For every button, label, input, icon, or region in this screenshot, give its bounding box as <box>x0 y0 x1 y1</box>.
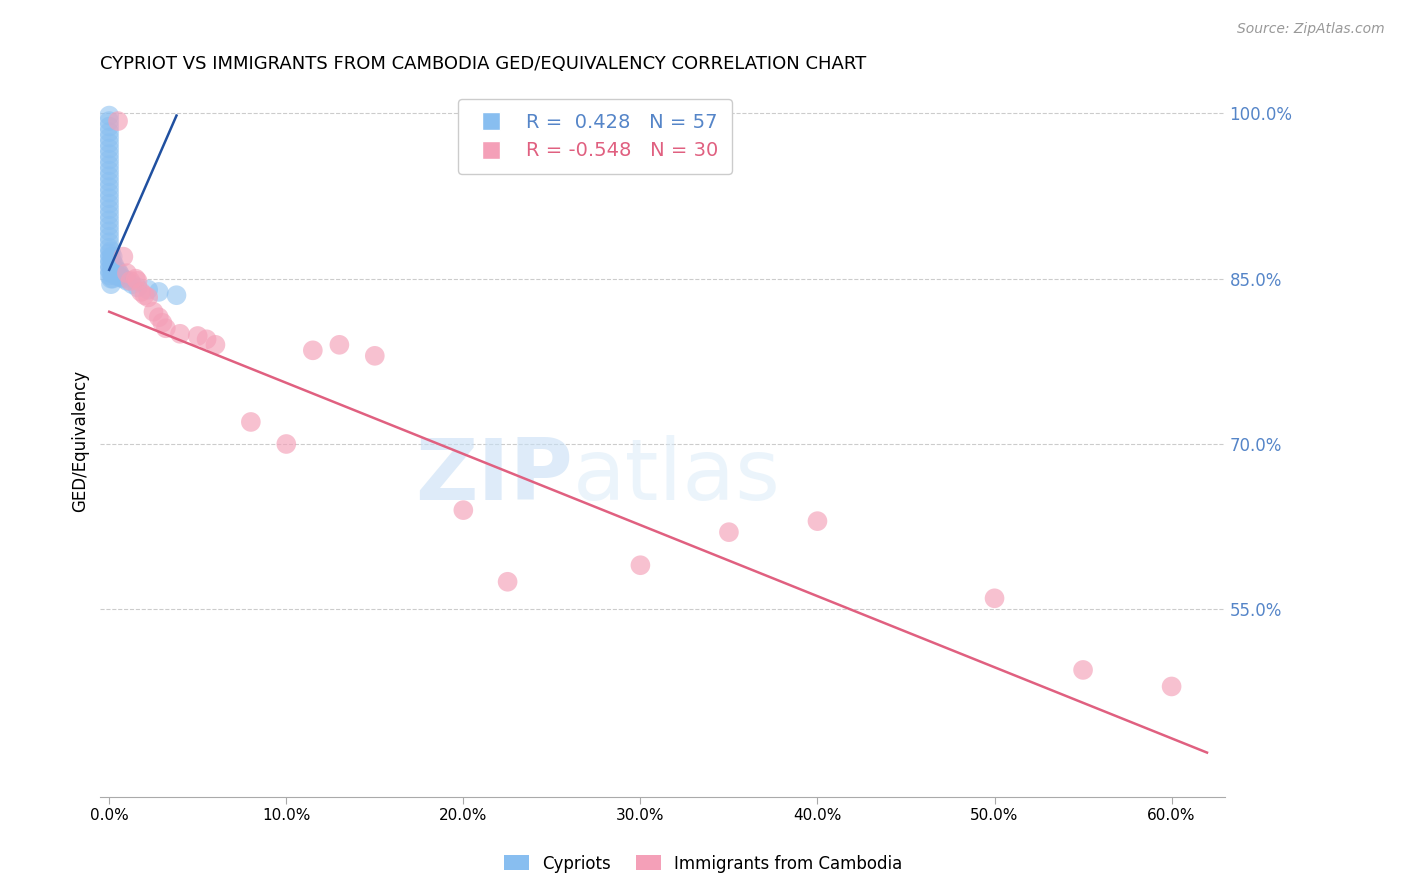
Point <box>100 244 122 259</box>
Point <box>98 241 121 255</box>
Point <box>107 264 129 278</box>
Point <box>101 266 124 280</box>
Point <box>100 260 122 275</box>
Point <box>98 229 121 244</box>
Point <box>98 252 121 266</box>
Point <box>125 271 148 285</box>
Point <box>136 290 159 304</box>
Point <box>98 257 121 271</box>
Point <box>129 285 152 299</box>
Point <box>98 235 121 250</box>
Point <box>101 255 124 269</box>
Point <box>110 270 132 285</box>
Y-axis label: GED/Equivalency: GED/Equivalency <box>72 370 89 512</box>
Point <box>239 415 262 429</box>
Point <box>187 329 209 343</box>
Point <box>98 219 121 233</box>
Text: CYPRIOT VS IMMIGRANTS FROM CAMBODIA GED/EQUIVALENCY CORRELATION CHART: CYPRIOT VS IMMIGRANTS FROM CAMBODIA GED/… <box>100 55 866 73</box>
Point <box>103 259 125 273</box>
Point <box>98 180 121 194</box>
Point <box>107 114 129 128</box>
Point <box>98 120 121 134</box>
Point <box>103 264 125 278</box>
Point <box>100 266 122 280</box>
Point <box>98 169 121 184</box>
Point <box>169 326 191 341</box>
Point <box>101 271 124 285</box>
Point <box>155 321 177 335</box>
Point <box>101 250 124 264</box>
Point <box>98 125 121 139</box>
Point <box>276 437 298 451</box>
Point <box>108 267 131 281</box>
Point <box>100 255 122 269</box>
Point <box>98 213 121 227</box>
Point <box>98 153 121 167</box>
Point <box>717 525 740 540</box>
Point <box>112 250 135 264</box>
Point <box>142 304 165 318</box>
Point <box>98 147 121 161</box>
Point <box>112 271 135 285</box>
Point <box>98 263 121 277</box>
Point <box>98 208 121 222</box>
Point <box>98 196 121 211</box>
Point <box>98 142 121 156</box>
Point <box>98 224 121 238</box>
Text: ZIP: ZIP <box>415 435 572 518</box>
Point <box>98 136 121 150</box>
Point <box>328 338 350 352</box>
Point <box>204 338 226 352</box>
Point <box>195 332 218 346</box>
Point <box>364 349 387 363</box>
Point <box>148 310 170 325</box>
Text: Source: ZipAtlas.com: Source: ZipAtlas.com <box>1237 22 1385 37</box>
Point <box>107 269 129 284</box>
Point <box>105 268 128 283</box>
Point <box>115 266 138 280</box>
Point <box>148 285 170 299</box>
Point <box>98 158 121 172</box>
Point <box>98 186 121 200</box>
Point <box>136 283 159 297</box>
Point <box>100 277 122 292</box>
Point <box>127 274 149 288</box>
Point <box>98 191 121 205</box>
Point <box>120 274 142 288</box>
Point <box>166 288 188 302</box>
Point <box>1160 680 1182 694</box>
Point <box>105 263 128 277</box>
Point <box>98 163 121 178</box>
Point <box>496 574 519 589</box>
Point <box>98 109 121 123</box>
Point <box>98 175 121 189</box>
Point <box>1071 663 1094 677</box>
Point <box>453 503 475 517</box>
Point <box>98 114 121 128</box>
Point <box>121 277 143 292</box>
Legend: Cypriots, Immigrants from Cambodia: Cypriots, Immigrants from Cambodia <box>496 848 910 880</box>
Point <box>98 202 121 217</box>
Point <box>301 343 323 358</box>
Point <box>101 260 124 275</box>
Point <box>628 558 651 573</box>
Point <box>983 591 1005 606</box>
Legend: R =  0.428   N = 57, R = -0.548   N = 30: R = 0.428 N = 57, R = -0.548 N = 30 <box>458 99 733 174</box>
Text: atlas: atlas <box>572 435 780 518</box>
Point <box>100 271 122 285</box>
Point <box>127 280 149 294</box>
Point <box>806 514 828 528</box>
Point <box>115 274 138 288</box>
Point <box>98 246 121 260</box>
Point <box>98 268 121 283</box>
Point <box>100 250 122 264</box>
Point <box>98 130 121 145</box>
Point <box>134 288 156 302</box>
Point <box>150 316 173 330</box>
